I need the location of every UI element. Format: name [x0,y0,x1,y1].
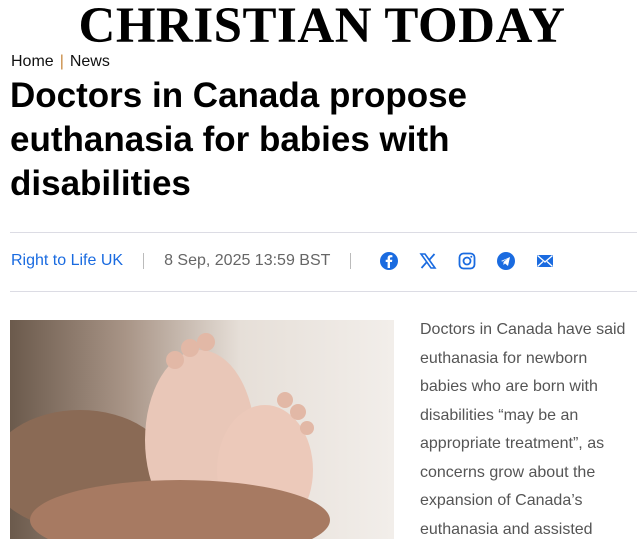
article-body: Doctors in Canada have said euthanasia f… [420,321,626,538]
share-buttons [379,251,555,271]
instagram-icon[interactable] [457,251,477,271]
x-icon[interactable] [418,251,438,271]
divider [350,253,352,269]
divider [10,291,637,292]
article-image [10,320,394,539]
site-logo[interactable]: CHRISTIAN TODAY [78,0,566,54]
facebook-icon[interactable] [379,251,399,271]
publish-date: 8 Sep, 2025 13:59 BST [164,252,331,269]
email-icon[interactable] [535,251,555,271]
article-title: Doctors in Canada propose euthanasia for… [10,76,468,203]
divider [10,232,637,233]
breadcrumb: Home | News [11,53,110,71]
breadcrumb-separator: | [59,53,64,70]
author-link[interactable]: Right to Life UK [11,252,124,269]
breadcrumb-home[interactable]: Home [11,53,54,70]
divider [143,253,145,269]
telegram-icon[interactable] [496,251,516,271]
breadcrumb-news[interactable]: News [69,53,110,70]
article-meta: Right to Life UK 8 Sep, 2025 13:59 BST [11,250,555,272]
baby-feet-photo [10,333,330,539]
